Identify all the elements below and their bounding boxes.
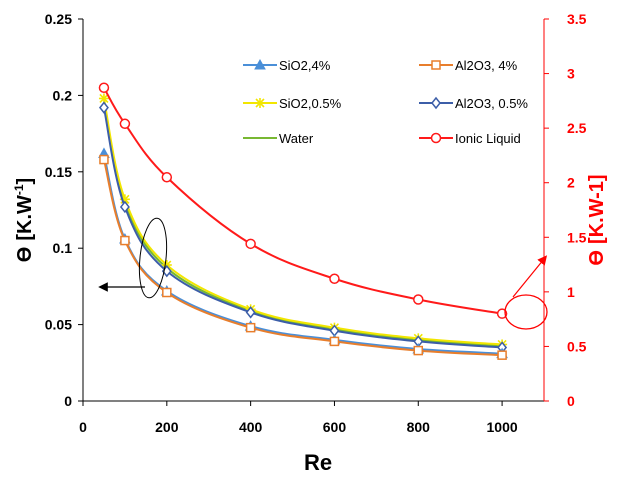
data-point — [119, 118, 131, 130]
x-axis-title: Re — [304, 450, 332, 475]
legend-label: Al2O3, 0.5% — [455, 96, 528, 111]
y-right-tick-label: 1.5 — [567, 229, 587, 245]
legend-item-water: Water — [243, 131, 314, 146]
legend-swatch-marker — [255, 98, 265, 108]
series-line — [103, 87, 503, 315]
legend-item-al2o3-0-5-: Al2O3, 0.5% — [419, 96, 528, 111]
data-point — [245, 306, 256, 319]
y-left-tick-label: 0.25 — [45, 11, 72, 27]
legend-item-al2o3-4-: Al2O3, 4% — [419, 58, 518, 73]
x-tick-label: 200 — [155, 419, 179, 435]
y-right-tick-label: 3.5 — [567, 11, 587, 27]
y-left-tick-label: 0.15 — [45, 164, 72, 180]
y-right-tick-label: 0 — [567, 393, 575, 409]
data-point — [161, 172, 173, 183]
data-point — [98, 101, 109, 114]
data-point — [245, 238, 256, 250]
y-right-tick-label: 1 — [567, 284, 575, 300]
y-right-tick-label: 0.5 — [567, 338, 587, 354]
annotation-ellipse-right — [504, 294, 548, 330]
legend-item-ionic-liquid: Ionic Liquid — [419, 131, 521, 146]
y-left-tick-label: 0.1 — [53, 240, 73, 256]
x-tick-label: 0 — [79, 419, 87, 435]
legend-label: SiO2,4% — [279, 58, 331, 73]
legend-swatch-marker — [431, 96, 441, 110]
x-tick-label: 1000 — [487, 419, 518, 435]
series-layer — [98, 82, 508, 360]
annotations — [98, 217, 548, 330]
y-axis-right-title: ϴ[K.W-1] — [586, 174, 608, 265]
legend-item-sio2-4-: SiO2,4% — [243, 58, 331, 73]
y-axis-left-title: ϴ[K.W-1] — [12, 178, 36, 262]
y-left-tick-label: 0.2 — [53, 87, 73, 103]
x-tick-label: 600 — [323, 419, 347, 435]
data-point — [98, 82, 110, 94]
data-point — [413, 345, 424, 356]
y-left-tick-label: 0.05 — [45, 317, 72, 333]
legend: SiO2,4% Al2O3, 4% SiO2,0.5% Al2O3, 0.5% Wate… — [243, 58, 528, 146]
legend-label: Al2O3, 4% — [455, 58, 518, 73]
x-tick-label: 400 — [239, 419, 263, 435]
x-tick-label: 800 — [407, 419, 431, 435]
data-point — [413, 294, 424, 305]
data-point — [497, 350, 507, 360]
legend-label: Water — [279, 131, 314, 146]
annotation-ellipse-left — [138, 217, 168, 299]
y-right-tick-label: 2 — [567, 175, 575, 191]
y-right-tick-label: 2.5 — [567, 120, 587, 136]
data-point — [99, 154, 109, 165]
y-right-tick-label: 3 — [567, 66, 575, 82]
axes: 0 0.05 0.1 0.15 0.2 0.25 0 0.5 1 1.5 2 2.5 3 3.5 0 200 4… — [45, 11, 587, 435]
series-al2o3-4- — [99, 154, 507, 360]
annotation-arrow-right — [512, 255, 548, 298]
legend-label: Ionic Liquid — [455, 131, 521, 146]
legend-swatch-marker — [254, 58, 266, 70]
data-point — [119, 200, 130, 214]
legend-label: SiO2,0.5% — [279, 96, 342, 111]
data-point — [162, 287, 172, 298]
data-point — [329, 273, 340, 285]
y-left-tick-label: 0 — [64, 393, 72, 409]
data-point — [329, 336, 340, 347]
data-point — [496, 308, 508, 319]
data-point — [245, 322, 256, 333]
series-ionic-liquid — [98, 82, 508, 319]
legend-item-sio2-0-5-: SiO2,0.5% — [243, 96, 342, 111]
series-al2o3-0-5- — [98, 101, 508, 354]
legend-swatch-marker — [431, 60, 441, 70]
data-point — [120, 235, 130, 246]
legend-swatch-marker — [430, 132, 442, 144]
